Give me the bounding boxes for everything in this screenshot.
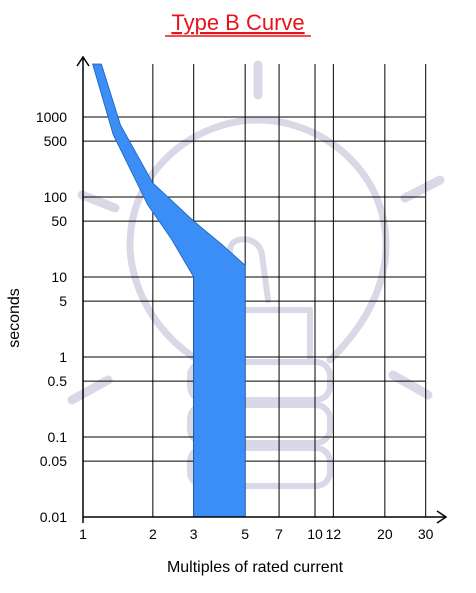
y-tick-label: 0.05 [40,453,67,469]
chart-grid [83,64,427,517]
x-tick-label: 5 [241,526,249,542]
x-tick-label: 1 [79,526,87,542]
y-tick-label: 1 [59,349,67,365]
y-tick-label: 100 [44,189,68,205]
x-axis-label: Multiples of rated current [167,559,344,576]
chart-title: Type B Curve [171,10,304,35]
x-tick-labels: 1 2 3 5 7 10 12 20 30 [79,526,434,542]
x-tick-label: 10 [307,526,323,542]
x-tick-label: 20 [377,526,393,542]
x-tick-label: 7 [275,526,283,542]
y-tick-label: 10 [51,269,67,285]
y-tick-label: 0.1 [48,429,68,445]
y-tick-label: 1000 [36,109,67,125]
trip-band [92,63,246,518]
x-tick-label: 12 [326,526,342,542]
y-tick-label: 500 [44,133,68,149]
y-tick-label: 0.01 [40,509,67,525]
x-tick-label: 3 [190,526,198,542]
x-axis-arrow-icon [436,510,448,524]
y-tick-label: 50 [51,213,67,229]
y-tick-labels: 0.01 0.05 0.1 0.5 1 5 10 50 100 500 1000 [36,109,67,525]
x-tick-label: 2 [149,526,157,542]
y-axis-arrow-icon [76,55,90,67]
x-tick-label: 30 [418,526,434,542]
y-axis-label: seconds [6,288,23,348]
chart-axes [76,55,448,524]
trip-band-area [92,63,246,518]
y-tick-label: 0.5 [48,373,68,389]
y-tick-label: 5 [59,293,67,309]
